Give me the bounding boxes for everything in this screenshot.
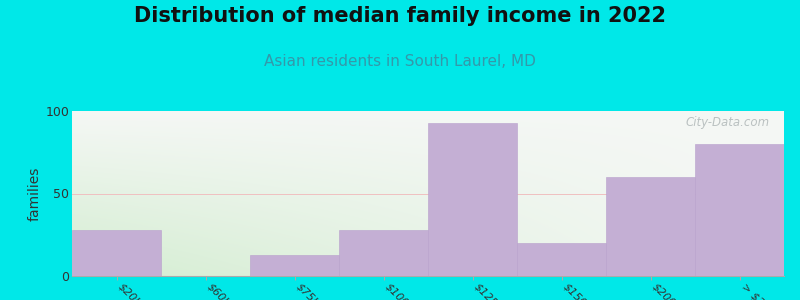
Text: Asian residents in South Laurel, MD: Asian residents in South Laurel, MD (264, 54, 536, 69)
Bar (695, 144, 784, 276)
Bar (517, 243, 606, 276)
Y-axis label: families: families (27, 166, 41, 221)
Bar (250, 254, 339, 276)
Bar (339, 230, 428, 276)
Bar (72, 230, 161, 276)
Text: City-Data.com: City-Data.com (686, 116, 770, 129)
Bar (428, 122, 517, 276)
Bar (606, 177, 695, 276)
Text: Distribution of median family income in 2022: Distribution of median family income in … (134, 6, 666, 26)
